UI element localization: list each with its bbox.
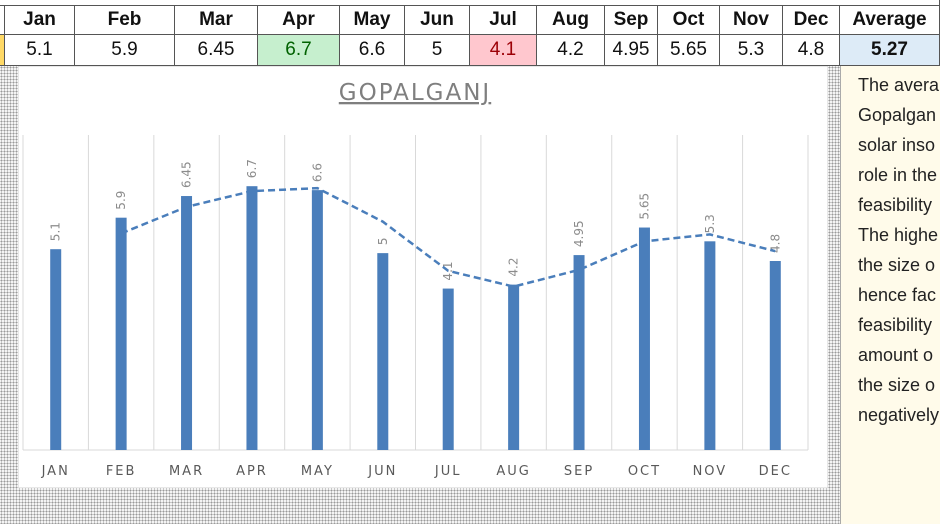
x-tick-label: SEP	[564, 464, 594, 479]
column-header: Apr	[258, 6, 340, 35]
x-tick-label: FEB	[106, 464, 137, 479]
text-line: feasibility	[858, 195, 933, 215]
text-line: the size o	[858, 375, 936, 395]
x-tick-label: AUG	[496, 464, 530, 479]
table-cell: 4.95	[605, 35, 658, 66]
column-header: Jan	[5, 6, 75, 35]
x-tick-label: MAY	[301, 464, 334, 479]
data-label: 6.6	[310, 163, 324, 182]
x-tick-label: NOV	[693, 464, 728, 479]
column-header: Dec	[783, 6, 840, 35]
column-header: Jul	[470, 6, 537, 35]
table-cell: 5.65	[658, 35, 720, 66]
chart: GOPALGANJ JAN 5.1 FEB 5.9 MAR 6.45 APR 6.7 MAY 6.…	[18, 66, 828, 488]
text-box[interactable]: The avera Gopalgan solar inso role in the fe…	[840, 66, 940, 524]
bar	[50, 249, 62, 450]
text-line: solar inso	[858, 135, 936, 155]
bar	[377, 253, 389, 450]
text-line: feasibility	[858, 315, 933, 335]
table-cell: 5	[405, 35, 470, 66]
column-header: Sep	[605, 6, 658, 35]
table-cell: 4.1	[470, 35, 537, 66]
data-label: 5.3	[703, 214, 717, 233]
table-cell: 5.27	[840, 35, 940, 66]
table-cell: 5.3	[720, 35, 783, 66]
column-header: Mar	[175, 6, 258, 35]
table-cell: 6.6	[340, 35, 405, 66]
bar	[246, 186, 258, 450]
text-line: amount o	[858, 345, 934, 365]
trend-line	[120, 186, 776, 288]
bar	[573, 255, 585, 450]
bar	[181, 196, 193, 450]
text-line: Gopalgan	[858, 105, 937, 125]
column-header: Feb	[75, 6, 175, 35]
x-tick-label: DEC	[759, 464, 792, 479]
column-header: May	[340, 6, 405, 35]
x-tick-label: APR	[236, 464, 268, 479]
bar	[311, 190, 323, 450]
column-header: Aug	[537, 6, 605, 35]
data-label: 5.65	[637, 193, 651, 220]
x-tick-label: JUN	[367, 464, 397, 479]
bar	[769, 261, 781, 450]
bar	[704, 241, 716, 450]
data-label: 6.7	[245, 159, 259, 178]
column-header: Jun	[405, 6, 470, 35]
column-header: Average	[840, 6, 940, 35]
data-label: 6.45	[180, 161, 194, 188]
data-label: 5	[376, 237, 390, 245]
bar	[442, 288, 454, 450]
bar	[115, 217, 127, 450]
bar	[638, 227, 650, 450]
x-tick-label: OCT	[628, 464, 661, 479]
table-cell: 6.45	[175, 35, 258, 66]
x-tick-label: JAN	[41, 464, 70, 479]
table-cell: 5.1	[5, 35, 75, 66]
text-line: The highe	[858, 225, 939, 245]
table-cell: 6.7	[258, 35, 340, 66]
row-header-cell	[0, 6, 5, 35]
table-cell: 4.2	[537, 35, 605, 66]
chart-title: GOPALGANJ	[339, 80, 491, 106]
x-tick-label: MAR	[169, 464, 204, 479]
row-header-cell	[0, 35, 5, 66]
text-line: negatively	[858, 405, 940, 425]
text-line: role in the	[858, 165, 938, 185]
chart-area	[18, 66, 828, 488]
data-label: 5.1	[49, 222, 63, 241]
data-label: 4.2	[507, 258, 521, 277]
bar	[508, 284, 520, 450]
text-line: hence fac	[858, 285, 937, 305]
text-line: The avera	[858, 75, 940, 95]
text-line: the size o	[858, 255, 936, 275]
column-header: Nov	[720, 6, 783, 35]
data-label: 4.95	[572, 220, 586, 247]
table-cell: 4.8	[783, 35, 840, 66]
x-tick-label: JUL	[434, 464, 462, 479]
table-cell: 5.9	[75, 35, 175, 66]
data-label: 5.9	[114, 191, 128, 210]
data-label: 4.8	[768, 234, 782, 253]
column-header: Oct	[658, 6, 720, 35]
